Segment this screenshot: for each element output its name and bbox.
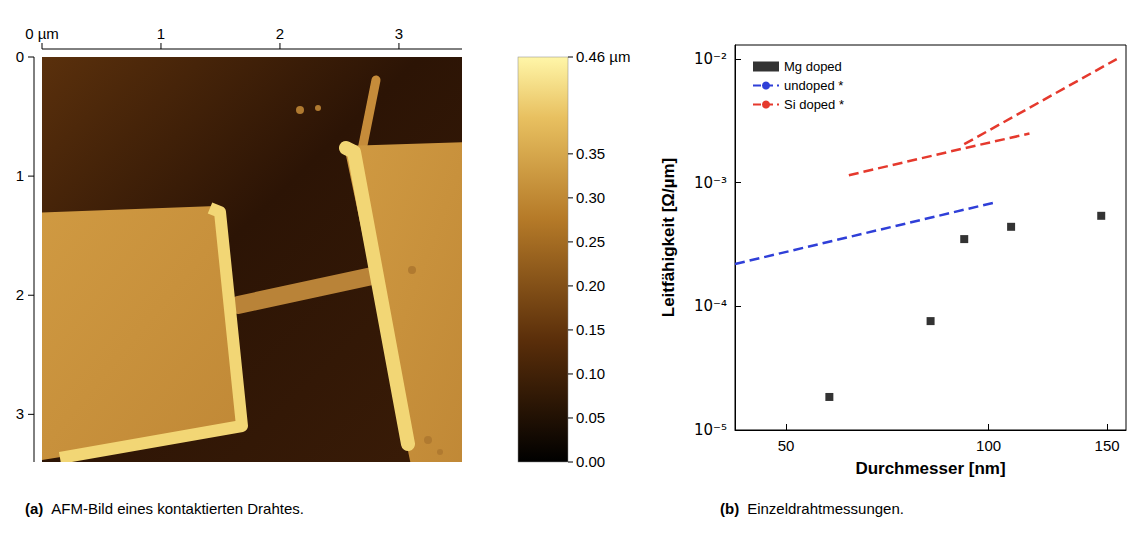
svg-text:3: 3 xyxy=(16,405,24,422)
html-text:(b): (b) xyxy=(720,500,740,517)
html-text:(a): (a) xyxy=(25,500,44,517)
svg-text:Mg doped: Mg doped xyxy=(784,59,842,74)
svg-text:0.05: 0.05 xyxy=(576,409,605,426)
svg-text:10⁻³: 10⁻³ xyxy=(694,174,727,192)
svg-text:0.35: 0.35 xyxy=(576,145,605,162)
svg-text:10⁻⁴: 10⁻⁴ xyxy=(694,297,727,315)
svg-text:10⁻⁵: 10⁻⁵ xyxy=(694,421,727,439)
svg-text:Leitfähigkeit [Ω/µm]: Leitfähigkeit [Ω/µm] xyxy=(659,158,678,317)
svg-text:50: 50 xyxy=(778,437,795,454)
svg-text:0 µm: 0 µm xyxy=(25,25,59,42)
svg-text:10⁻²: 10⁻² xyxy=(694,50,727,68)
svg-text:2: 2 xyxy=(16,286,24,303)
svg-text:Si doped *: Si doped * xyxy=(784,97,844,112)
svg-text:0.25: 0.25 xyxy=(576,233,605,250)
svg-text:0: 0 xyxy=(16,48,24,65)
svg-text:Durchmesser [nm]: Durchmesser [nm] xyxy=(855,459,1005,478)
svg-text:0.30: 0.30 xyxy=(576,189,605,206)
svg-text:0.46 µm: 0.46 µm xyxy=(576,48,631,65)
svg-text:0.15: 0.15 xyxy=(576,321,605,338)
svg-text:undoped *: undoped * xyxy=(784,78,843,93)
svg-text:0.00: 0.00 xyxy=(576,453,605,470)
svg-text:2: 2 xyxy=(276,25,284,42)
svg-text:0.20: 0.20 xyxy=(576,277,605,294)
svg-text:3: 3 xyxy=(395,25,403,42)
svg-text:0.10: 0.10 xyxy=(576,365,605,382)
svg-text:1: 1 xyxy=(157,25,165,42)
svg-text:100: 100 xyxy=(976,437,1001,454)
svg-text:150: 150 xyxy=(1095,437,1120,454)
svg-text:1: 1 xyxy=(16,167,24,184)
html-text:Einzeldrahtmessungen.: Einzeldrahtmessungen. xyxy=(747,500,904,517)
html-text:AFM-Bild eines kontaktierten D: AFM-Bild eines kontaktierten Drahtes. xyxy=(51,500,304,517)
